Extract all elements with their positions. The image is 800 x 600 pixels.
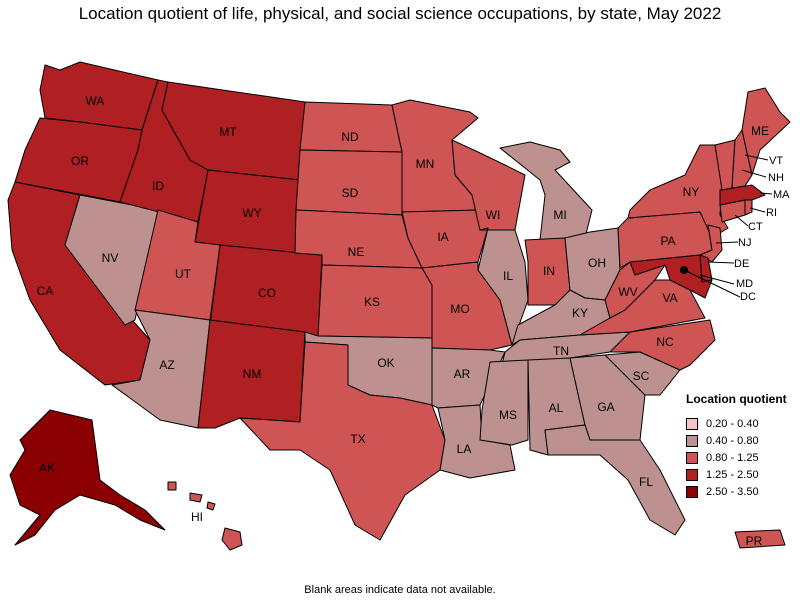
state-RI[interactable]	[744, 199, 753, 216]
legend-swatch	[686, 451, 698, 464]
legend-item: 2.50 - 3.50	[686, 484, 787, 499]
map-legend: Location quotient 0.20 - 0.40 0.40 - 0.8…	[686, 392, 787, 501]
state-ME[interactable]	[741, 87, 791, 176]
map-title: Location quotient of life, physical, and…	[78, 4, 722, 23]
svg-text:ND: ND	[341, 130, 359, 144]
svg-text:AK: AK	[39, 461, 55, 475]
svg-text:RI: RI	[766, 207, 777, 219]
svg-text:DE: DE	[734, 258, 749, 270]
svg-text:AR: AR	[454, 367, 471, 381]
svg-text:MA: MA	[773, 189, 790, 201]
svg-text:LA: LA	[457, 442, 472, 456]
svg-text:OH: OH	[588, 256, 606, 270]
svg-text:WI: WI	[486, 208, 501, 222]
svg-text:MN: MN	[416, 157, 435, 171]
legend-item: 1.25 - 2.50	[686, 467, 787, 482]
svg-text:MS: MS	[499, 408, 517, 422]
legend-swatch	[686, 468, 698, 481]
svg-text:TN: TN	[553, 344, 569, 358]
legend-label: 2.50 - 3.50	[706, 485, 759, 498]
svg-text:PA: PA	[660, 234, 675, 248]
legend-item: 0.80 - 1.25	[686, 450, 787, 465]
svg-text:KY: KY	[572, 306, 588, 320]
svg-text:NE: NE	[348, 245, 365, 259]
legend-swatch	[686, 434, 698, 447]
svg-text:NM: NM	[243, 367, 262, 381]
svg-text:IN: IN	[543, 264, 555, 278]
legend-item: 0.20 - 0.40	[686, 416, 787, 431]
svg-text:IL: IL	[503, 269, 513, 283]
svg-text:AZ: AZ	[159, 358, 174, 372]
legend-title: Location quotient	[686, 392, 787, 406]
legend-swatch	[686, 485, 698, 498]
svg-text:SC: SC	[633, 369, 650, 383]
state-HI[interactable]	[167, 481, 243, 551]
svg-text:ID: ID	[152, 179, 164, 193]
state-TX[interactable]	[239, 341, 446, 541]
state-FL[interactable]	[544, 424, 686, 536]
svg-text:NY: NY	[683, 185, 700, 199]
legend-label: 0.20 - 0.40	[706, 417, 759, 430]
svg-text:HI: HI	[191, 510, 203, 524]
svg-text:VA: VA	[662, 291, 677, 305]
state-labels: WA OR CA NV ID MT WY UT CO AZ NM ND SD N…	[37, 94, 790, 548]
state-NH[interactable]	[731, 129, 753, 189]
state-AK[interactable]	[9, 409, 166, 546]
svg-text:DC: DC	[740, 291, 756, 303]
svg-text:MT: MT	[219, 125, 237, 139]
territory-PR[interactable]	[734, 529, 786, 549]
svg-text:CO: CO	[258, 286, 276, 300]
leader-lines	[683, 154, 773, 298]
svg-text:UT: UT	[175, 267, 192, 281]
svg-text:NJ: NJ	[738, 237, 751, 249]
svg-text:IA: IA	[437, 230, 448, 244]
state-MI[interactable]	[499, 141, 593, 241]
state-MD[interactable]	[629, 254, 713, 299]
svg-text:TX: TX	[350, 432, 365, 446]
state-SD[interactable]	[295, 149, 403, 216]
svg-text:PR: PR	[746, 534, 763, 548]
svg-text:AL: AL	[549, 401, 564, 415]
svg-text:MD: MD	[736, 278, 753, 290]
legend-item: 0.40 - 0.80	[686, 433, 787, 448]
svg-text:VT: VT	[769, 155, 783, 167]
svg-text:WA: WA	[86, 94, 105, 108]
svg-text:ME: ME	[751, 124, 769, 138]
legend-label: 0.40 - 0.80	[706, 434, 759, 447]
svg-text:OR: OR	[71, 154, 89, 168]
legend-label: 0.80 - 1.25	[706, 451, 759, 464]
svg-text:SD: SD	[342, 186, 359, 200]
svg-text:FL: FL	[639, 475, 653, 489]
legend-label: 1.25 - 2.50	[706, 468, 759, 481]
svg-text:WY: WY	[242, 206, 261, 220]
svg-text:NH: NH	[768, 172, 784, 184]
svg-text:MI: MI	[553, 208, 566, 222]
footnote: Blank areas indicate data not available.	[304, 584, 496, 596]
state-ND[interactable]	[299, 101, 403, 153]
svg-text:GA: GA	[597, 400, 614, 414]
legend-swatch	[686, 417, 698, 430]
state-LA[interactable]	[437, 404, 516, 479]
svg-text:NC: NC	[656, 335, 674, 349]
state-MA[interactable]	[719, 184, 766, 206]
svg-text:MO: MO	[450, 302, 469, 316]
svg-text:NV: NV	[102, 251, 119, 265]
svg-text:OK: OK	[377, 356, 394, 370]
svg-text:CT: CT	[748, 221, 763, 233]
svg-text:CA: CA	[37, 284, 54, 298]
svg-text:KS: KS	[364, 295, 380, 309]
svg-text:WV: WV	[618, 285, 637, 299]
